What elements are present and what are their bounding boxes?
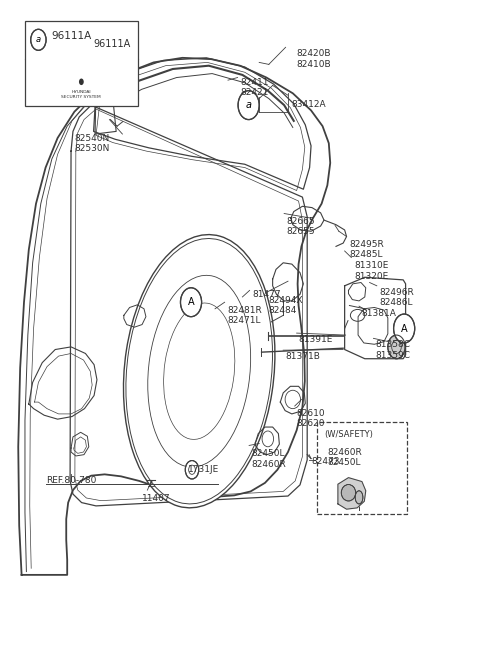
Text: 82411
82421: 82411 82421 <box>240 78 268 97</box>
Text: 82665
82655: 82665 82655 <box>286 217 315 237</box>
Ellipse shape <box>355 491 363 504</box>
Text: 82496R
82486L: 82496R 82486L <box>379 288 414 307</box>
Text: A: A <box>401 323 408 334</box>
Circle shape <box>388 335 405 359</box>
Text: 81358C
81359C: 81358C 81359C <box>375 340 410 360</box>
FancyBboxPatch shape <box>317 422 407 514</box>
Text: 82420B
82410B: 82420B 82410B <box>297 49 331 69</box>
Text: 82540N
82530N: 82540N 82530N <box>74 134 110 154</box>
Text: 81391E: 81391E <box>299 335 333 344</box>
Ellipse shape <box>341 485 356 501</box>
Circle shape <box>394 314 415 343</box>
Text: A: A <box>188 297 194 307</box>
Text: 81371B: 81371B <box>285 352 320 361</box>
Circle shape <box>238 91 259 120</box>
Text: 96111A: 96111A <box>52 31 92 41</box>
Text: 96111A: 96111A <box>94 39 131 49</box>
Text: a: a <box>36 35 41 44</box>
Text: 11407: 11407 <box>142 494 171 503</box>
Text: 81381A: 81381A <box>361 309 396 318</box>
Text: (W/SAFETY): (W/SAFETY) <box>324 430 373 440</box>
Text: 82450L
82460R: 82450L 82460R <box>252 449 286 469</box>
Text: 83412A: 83412A <box>292 100 326 109</box>
Text: a: a <box>246 100 252 110</box>
Circle shape <box>31 30 46 51</box>
Text: 81310E
81320E: 81310E 81320E <box>354 261 389 281</box>
Text: HYUNDAI
SECURITY SYSTEM: HYUNDAI SECURITY SYSTEM <box>61 90 101 99</box>
Polygon shape <box>345 277 406 359</box>
Text: 82494X
82484: 82494X 82484 <box>269 296 303 315</box>
Text: 82481R
82471L: 82481R 82471L <box>228 306 262 325</box>
Ellipse shape <box>74 76 88 89</box>
Ellipse shape <box>79 79 84 85</box>
Text: 82473: 82473 <box>311 457 339 466</box>
Text: 82495R
82485L: 82495R 82485L <box>349 240 384 260</box>
Text: 82610
82620: 82610 82620 <box>297 409 325 428</box>
Circle shape <box>180 288 202 317</box>
Polygon shape <box>338 478 366 509</box>
Ellipse shape <box>123 235 275 508</box>
Circle shape <box>185 461 199 479</box>
Text: REF.80-780: REF.80-780 <box>46 476 96 485</box>
Text: 82460R
82450L: 82460R 82450L <box>327 448 361 468</box>
Text: 81477: 81477 <box>252 290 281 300</box>
Text: 1731JE: 1731JE <box>188 465 219 474</box>
FancyBboxPatch shape <box>25 21 138 106</box>
